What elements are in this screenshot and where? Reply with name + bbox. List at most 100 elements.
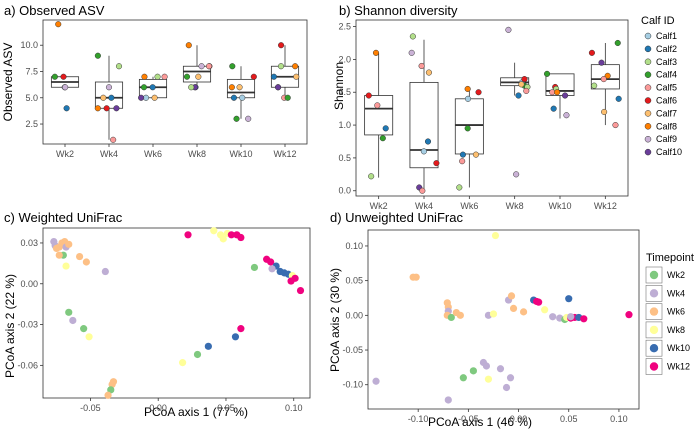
data-point: [482, 362, 491, 370]
data-point: [270, 73, 277, 80]
data-point: [562, 92, 569, 99]
data-point: [193, 350, 202, 359]
panel-a-title: a) Observed ASV: [4, 3, 105, 18]
box-body: [409, 81, 439, 169]
timepoint-legend-swatch: [649, 344, 659, 353]
data-point: [523, 87, 530, 94]
data-point: [198, 63, 205, 70]
data-point: [101, 267, 109, 276]
timepoint-legend-label: Wk12: [667, 362, 690, 372]
ytick-label: 0.05: [345, 276, 363, 286]
ytick-label: 1.5: [338, 87, 351, 97]
calf-legend-swatch: [644, 58, 652, 66]
data-point: [292, 63, 299, 70]
panel-d-yticks: 0.10 0.05 0.00 -0.05 -0.10: [342, 241, 368, 390]
data-point: [625, 311, 633, 319]
data-point: [195, 73, 202, 80]
calf-legend-label: Calf7: [656, 108, 677, 118]
data-point: [459, 374, 467, 382]
data-point: [444, 396, 452, 404]
data-point: [368, 173, 375, 180]
xtick-label: 0.10: [285, 403, 303, 413]
data-point: [62, 262, 70, 270]
data-point: [475, 89, 482, 96]
calf-legend-swatch: [644, 45, 652, 53]
data-point: [140, 84, 148, 91]
panel-b-plot-area: [355, 19, 629, 197]
data-point: [447, 313, 455, 322]
calf-legend-swatch: [644, 123, 652, 130]
data-point: [287, 277, 295, 285]
data-point: [229, 63, 236, 70]
xtick-label: Wk4: [415, 201, 433, 211]
data-point: [615, 95, 622, 102]
calf-legend-swatch: [644, 71, 652, 78]
data-point: [231, 333, 240, 341]
timepoint-legend-swatch: [649, 325, 659, 335]
data-point: [502, 383, 511, 392]
data-point: [236, 84, 243, 91]
ytick-label: 0.0: [338, 186, 351, 196]
calf-id-legend: Calf ID Calf1 Calf2 Calf3 Calf4 Calf5 Calf6 Ca…: [641, 15, 682, 157]
data-point: [105, 84, 113, 91]
xtick-label: Wk10: [229, 149, 252, 159]
data-point: [565, 295, 573, 303]
data-point: [456, 184, 463, 191]
data-point: [204, 342, 212, 350]
data-point: [464, 95, 472, 102]
data-point: [549, 313, 557, 321]
timepoint-legend-label: Wk6: [667, 307, 685, 317]
data-point: [107, 386, 115, 394]
data-point: [108, 380, 116, 388]
data-point: [94, 105, 101, 112]
ytick-label: -0.03: [17, 320, 38, 330]
calf-legend-swatch: [644, 97, 652, 104]
data-point: [250, 263, 259, 272]
data-point: [233, 115, 240, 122]
data-point: [505, 26, 512, 33]
data-point: [227, 231, 235, 239]
data-point: [604, 72, 611, 79]
calf-legend-label: Calf1: [656, 31, 677, 41]
ytick-label: 0.03: [20, 238, 38, 248]
data-point: [419, 187, 426, 194]
panel-d-xlabel: PCoA axis 1 (46 %): [428, 415, 532, 429]
data-point: [489, 310, 498, 318]
xtick-label: -0.05: [458, 414, 479, 424]
panel-c-xticks: -0.05 0.00 0.05 0.10: [80, 398, 303, 413]
data-point: [521, 76, 528, 83]
data-point: [183, 73, 191, 80]
data-point: [472, 151, 479, 158]
xtick-label: 0.05: [560, 414, 578, 424]
data-point: [614, 39, 621, 47]
panel-d-xticks: -0.10 -0.05 0.00 0.05 0.10: [408, 409, 628, 424]
data-point: [372, 377, 380, 385]
xtick-label: -0.10: [408, 414, 429, 424]
panel-c-marks: [50, 227, 305, 399]
data-point: [382, 125, 389, 132]
calf-legend-label: Calf4: [656, 70, 677, 80]
panel-b-title: b) Shannon diversity: [339, 3, 458, 18]
panel-b-marks: [364, 26, 622, 194]
data-point: [69, 316, 77, 325]
data-point: [567, 313, 575, 321]
data-point: [267, 258, 275, 266]
timepoint-legend-swatch: [649, 289, 659, 298]
data-point: [52, 244, 61, 252]
data-point: [420, 148, 427, 155]
data-point: [506, 374, 515, 382]
data-point: [219, 235, 227, 243]
calf-legend-label: Calf5: [656, 83, 677, 93]
timepoint-legend-swatch: [649, 270, 659, 280]
panel-c-yticks: 0.03 0.00 -0.03 -0.06: [17, 238, 43, 370]
data-point: [600, 76, 607, 83]
data-point: [409, 33, 416, 40]
data-point: [178, 359, 187, 367]
xtick-label: 0.00: [510, 414, 528, 424]
xtick-label: 0.00: [149, 403, 167, 413]
data-point: [94, 52, 101, 59]
data-point: [55, 251, 63, 259]
calf-legend-swatch: [644, 84, 652, 91]
timepoint-legend-swatch: [649, 307, 659, 316]
data-point: [541, 306, 549, 314]
